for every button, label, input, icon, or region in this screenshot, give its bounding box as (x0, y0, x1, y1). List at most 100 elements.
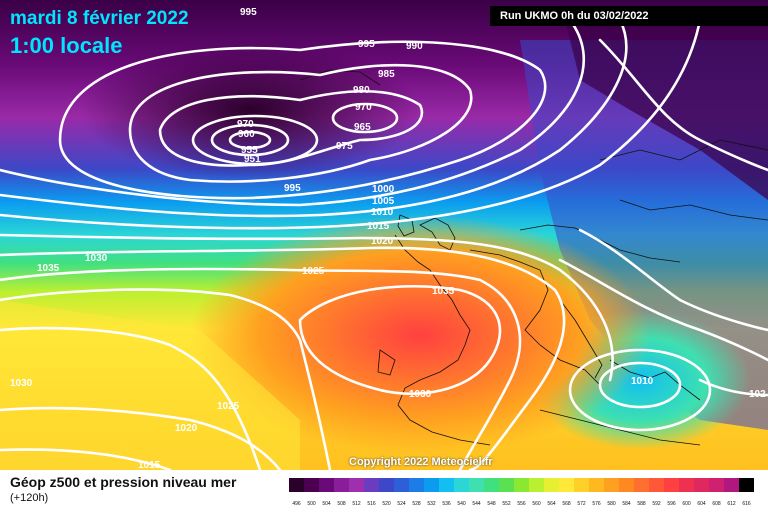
isobar-1015-sw (0, 448, 172, 470)
isobar-east-1 (598, 38, 768, 172)
scale-swatch (529, 478, 544, 492)
isobar-label: 1005 (372, 196, 395, 207)
scale-label: 592 (652, 501, 661, 507)
isobar-labels: 995 995 990 985 980 970 970 960 955 951 … (10, 7, 766, 470)
isobar-label: 980 (353, 85, 370, 96)
scale-swatch (484, 478, 499, 492)
scale-swatch (304, 478, 319, 492)
isobar-label: 1015 (138, 460, 161, 470)
isobar-975 (158, 89, 424, 167)
scale-label: 512 (352, 501, 361, 507)
scale-label: 604 (697, 501, 706, 507)
scale-label: 552 (502, 501, 511, 507)
isobar-label: 1010 (631, 376, 654, 387)
legend-subtitle: (+120h) (10, 492, 49, 504)
scale-label: 536 (442, 501, 451, 507)
scale-swatch (604, 478, 619, 492)
run-label: Run UKMO 0h du 03/02/2022 (490, 6, 768, 26)
legend-title: Géop z500 et pression niveau mer (10, 474, 237, 490)
scale-swatch (439, 478, 454, 492)
scale-swatch (574, 478, 589, 492)
scale-swatch (364, 478, 379, 492)
isobar-995 (58, 40, 547, 200)
scale-label: 504 (322, 501, 331, 507)
scale-label: 496 (292, 501, 301, 507)
isobar-label: 995 (240, 7, 257, 18)
isobar-label: 951 (244, 154, 261, 165)
scale-label: 596 (667, 501, 676, 507)
isobar-985 (128, 63, 473, 183)
scale-swatch (349, 478, 364, 492)
scale-label: 612 (727, 501, 736, 507)
scale-swatch (649, 478, 664, 492)
scale-label: 556 (517, 501, 526, 507)
geopotential-map: 995 995 990 985 980 970 970 960 955 951 … (0, 0, 768, 470)
scale-swatch (424, 478, 439, 492)
scale-swatch (709, 478, 724, 492)
scale-label: 608 (712, 501, 721, 507)
isobar-1035 (298, 285, 502, 396)
scale-label: 532 (427, 501, 436, 507)
isobar-label: 1015 (367, 221, 390, 232)
scale-swatch (409, 478, 424, 492)
isobar-label: 970 (237, 119, 254, 130)
scale-label: 528 (412, 501, 421, 507)
isobar-low-inner-4 (331, 102, 399, 134)
scale-swatch (694, 478, 709, 492)
isobar-low-inner-2 (210, 123, 290, 157)
scale-label: 500 (307, 501, 316, 507)
scale-label: 600 (682, 501, 691, 507)
scale-swatch (514, 478, 529, 492)
scale-swatch (394, 478, 409, 492)
isobar-trough-1 (598, 361, 682, 409)
isobar-label: 1030 (85, 253, 108, 264)
scale-label: 544 (472, 501, 481, 507)
isobar-1000 (0, 18, 586, 207)
forecast-time-title: 1:00 locale (10, 33, 123, 58)
scale-label: 540 (457, 501, 466, 507)
scale-swatch (739, 478, 754, 492)
isobar-east-3 (558, 258, 768, 362)
isobar-1020-sw (0, 406, 282, 470)
scale-label: 560 (532, 501, 541, 507)
scale-swatch (664, 478, 679, 492)
isobar-label: 975 (336, 141, 353, 152)
scale-label: 584 (622, 501, 631, 507)
isobar-label: 1035 (37, 263, 60, 274)
isobar-label: 960 (238, 129, 255, 140)
scale-swatch (589, 478, 604, 492)
copyright-text: Copyright 2022 Meteociel.fr (349, 456, 493, 468)
isobar-low-inner-1 (228, 130, 272, 150)
scale-swatch (289, 478, 304, 492)
isobar-label: 985 (378, 69, 395, 80)
isobar-1030 (0, 288, 332, 470)
scale-swatch (469, 478, 484, 492)
isobar-1005 (0, 18, 628, 218)
scale-label: 516 (367, 501, 376, 507)
isobar-label: 1025 (302, 266, 325, 277)
scale-label: 524 (397, 501, 406, 507)
isobar-label: 1010 (371, 207, 394, 218)
southwest-field (0, 300, 300, 470)
isobar-1015 (0, 233, 614, 382)
isobar-east-4 (698, 378, 768, 397)
scale-swatch (619, 478, 634, 492)
scale-swatch (679, 478, 694, 492)
isobar-label: 1020 (175, 423, 198, 434)
isobar-label: 1025 (217, 401, 240, 412)
isobar-label: 965 (354, 122, 371, 133)
isobar-label: 995 (358, 39, 375, 50)
scale-swatch (379, 478, 394, 492)
isobar-1030b (0, 326, 262, 470)
isobar-east-2 (578, 228, 768, 332)
scale-swatch (454, 478, 469, 492)
scale-swatch (319, 478, 334, 492)
scale-label: 568 (562, 501, 571, 507)
scale-label: 580 (607, 501, 616, 507)
isobar-contours (0, 18, 768, 470)
scale-swatch (544, 478, 559, 492)
isobar-label: 1035 (432, 286, 455, 297)
isobar-label: 1000 (372, 184, 395, 195)
scale-label: 564 (547, 501, 556, 507)
